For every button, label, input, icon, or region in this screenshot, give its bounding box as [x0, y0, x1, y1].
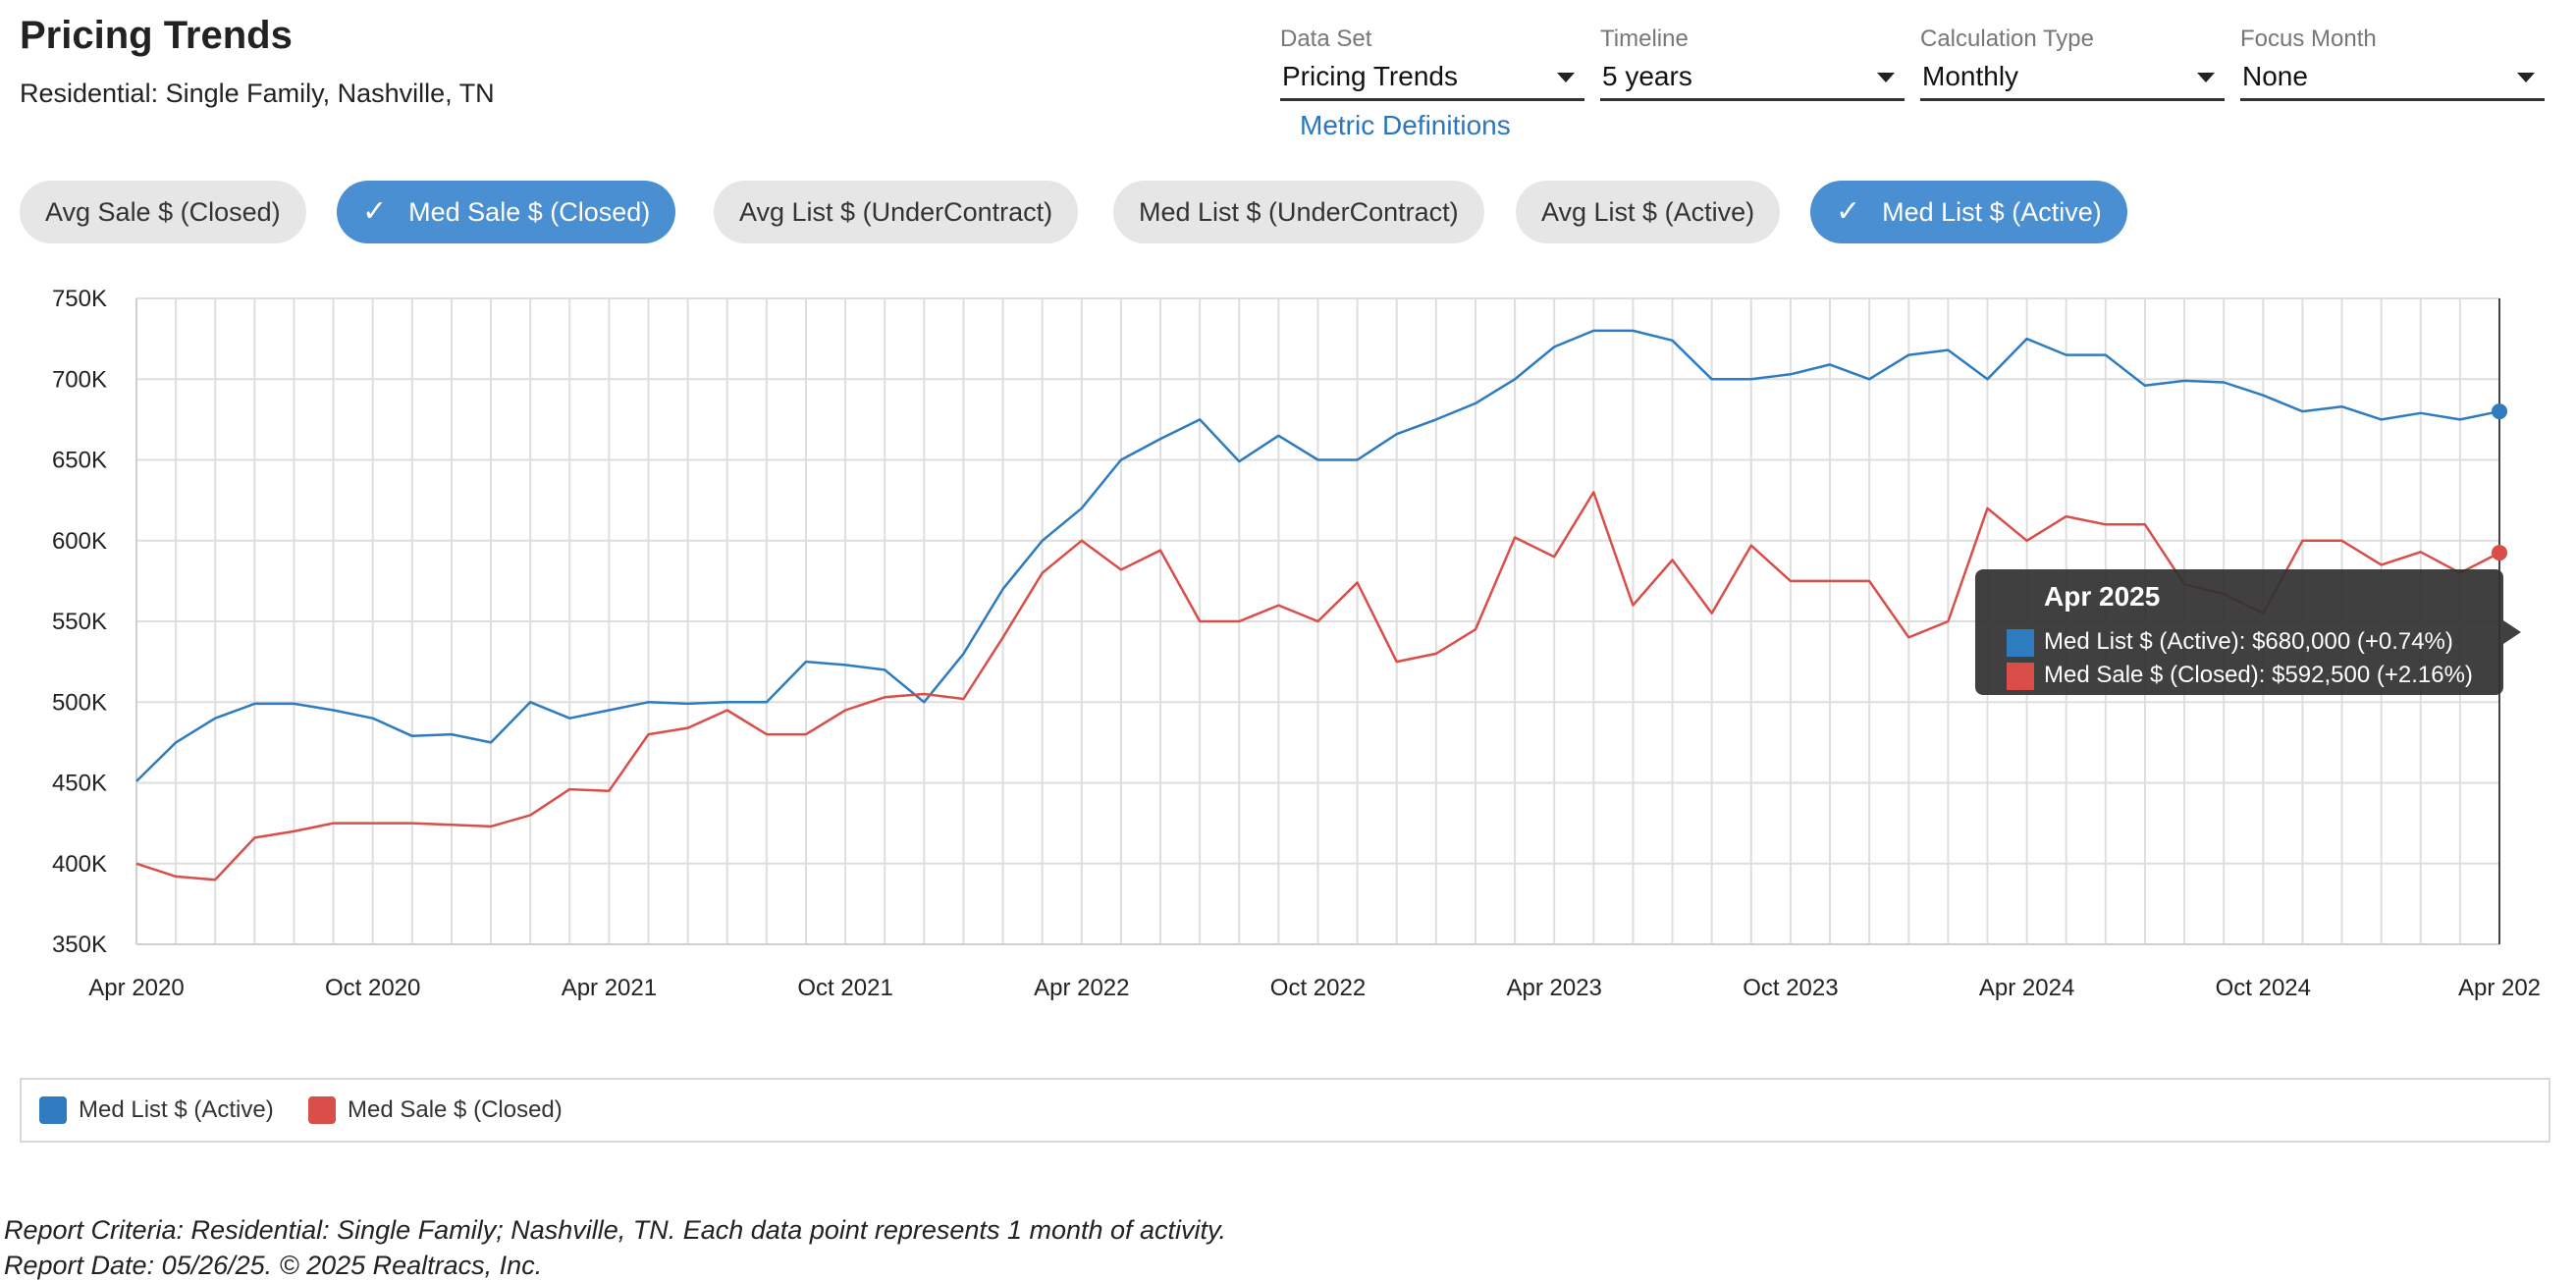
chip-avg-list-undercontract[interactable]: Avg List $ (UnderContract) [714, 181, 1079, 243]
hover-point [2492, 403, 2507, 420]
y-tick-label: 550K [52, 609, 107, 635]
page-subtitle: Residential: Single Family, Nashville, T… [20, 79, 495, 108]
y-tick-label: 600K [52, 528, 107, 555]
y-tick-label: 750K [52, 286, 107, 312]
legend-swatch [308, 1096, 336, 1124]
x-tick-label: Oct 2021 [797, 975, 892, 1001]
calculation-type-label: Calculation Type [1920, 26, 2094, 52]
dataset-select[interactable]: Pricing Trends [1280, 55, 1584, 101]
tooltip-row-closed: Med Sale $ (Closed): $592,500 (+2.16%) [2007, 662, 2473, 690]
x-axis: Apr 2020 Oct 2020 Apr 2021 Oct 2021 Apr 2022… [88, 975, 2541, 1001]
x-tick-label: Apr 2021 [562, 975, 657, 1001]
x-tick-label: Apr 2020 [88, 975, 184, 1001]
series-line [135, 329, 2500, 782]
y-tick-label: 350K [52, 932, 107, 958]
y-axis: 750K 700K 650K 600K 550K 500K 450K 400K 350K [52, 286, 107, 958]
focus-month-select[interactable]: None [2240, 55, 2545, 101]
chip-avg-sale-closed[interactable]: Avg Sale $ (Closed) [20, 181, 306, 243]
dataset-value: Pricing Trends [1282, 61, 1458, 91]
legend-swatch [39, 1096, 67, 1124]
chip-label: Med Sale $ (Closed) [408, 197, 651, 227]
chip-med-list-active[interactable]: ✓ Med List $ (Active) [1810, 181, 2127, 243]
checkmark-icon: ✓ [362, 195, 388, 228]
caret-down-icon [1877, 73, 1895, 82]
hover-point [2492, 545, 2507, 561]
chip-label: Med List $ (Active) [1882, 197, 2102, 227]
timeline-control: Timeline 5 years [1600, 26, 1905, 101]
checkmark-icon: ✓ [1836, 195, 1861, 228]
chart-legend: Med List $ (Active) Med Sale $ (Closed) [20, 1078, 2550, 1143]
x-tick-label: Apr 2022 [1034, 975, 1129, 1001]
chart-series [135, 329, 2500, 881]
chart-tooltip: Apr 2025 Med List $ (Active): $680,000 (… [1975, 569, 2521, 695]
tooltip-row-active: Med List $ (Active): $680,000 (+0.74%) [2007, 628, 2453, 657]
y-tick-label: 400K [52, 851, 107, 878]
report-date: Report Date: 05/26/25. © 2025 Realtracs,… [4, 1251, 543, 1280]
tooltip-text: Med Sale $ (Closed): $592,500 (+2.16%) [2044, 662, 2473, 688]
legend-label: Med List $ (Active) [79, 1096, 274, 1123]
chip-med-sale-closed[interactable]: ✓ Med Sale $ (Closed) [337, 181, 676, 243]
page-title: Pricing Trends [20, 14, 293, 57]
caret-down-icon [1557, 73, 1575, 82]
x-tick-label: Oct 2020 [325, 975, 420, 1001]
dataset-label: Data Set [1280, 26, 1372, 52]
calculation-type-value: Monthly [1922, 61, 2019, 91]
x-tick-label: Apr 2023 [1506, 975, 1601, 1001]
chip-med-list-undercontract[interactable]: Med List $ (UnderContract) [1113, 181, 1484, 243]
timeline-select[interactable]: 5 years [1600, 55, 1905, 101]
report-criteria: Report Criteria: Residential: Single Fam… [4, 1215, 1227, 1245]
timeline-value: 5 years [1602, 61, 1692, 91]
dataset-control: Data Set Pricing Trends [1280, 26, 1584, 101]
chip-label: Med List $ (UnderContract) [1139, 197, 1459, 227]
x-tick-label: Oct 2024 [2216, 975, 2311, 1001]
tooltip-swatch [2007, 628, 2034, 657]
metric-definitions-link[interactable]: Metric Definitions [1300, 110, 1511, 140]
calculation-type-select[interactable]: Monthly [1920, 55, 2225, 101]
x-tick-label: Apr 202 [2458, 975, 2541, 1001]
x-tick-label: Oct 2022 [1270, 975, 1366, 1001]
chip-label: Avg List $ (Active) [1541, 197, 1755, 227]
timeline-label: Timeline [1600, 26, 1689, 52]
tooltip-title: Apr 2025 [2044, 581, 2161, 612]
chip-label: Avg List $ (UnderContract) [739, 197, 1053, 227]
tooltip-text: Med List $ (Active): $680,000 (+0.74%) [2044, 628, 2453, 655]
x-tick-label: Oct 2023 [1743, 975, 1838, 1001]
x-tick-label: Apr 2024 [1979, 975, 2074, 1001]
series-line [135, 491, 2500, 881]
caret-down-icon [2517, 73, 2535, 82]
y-tick-label: 500K [52, 689, 107, 716]
tooltip-swatch [2007, 662, 2034, 690]
y-tick-label: 700K [52, 366, 107, 393]
y-tick-label: 650K [52, 448, 107, 474]
chip-avg-list-active[interactable]: Avg List $ (Active) [1516, 181, 1781, 243]
focus-month-label: Focus Month [2240, 26, 2377, 52]
pricing-trends-chart[interactable]: 750K 700K 650K 600K 550K 500K 450K 400K 350K Apr… [0, 285, 2576, 1050]
legend-label: Med Sale $ (Closed) [348, 1096, 563, 1123]
focus-month-value: None [2242, 61, 2308, 91]
focus-month-control: Focus Month None [2240, 26, 2545, 101]
calculation-type-control: Calculation Type Monthly [1920, 26, 2225, 101]
y-tick-label: 450K [52, 771, 107, 797]
chip-label: Avg Sale $ (Closed) [45, 197, 281, 227]
caret-down-icon [2197, 73, 2215, 82]
